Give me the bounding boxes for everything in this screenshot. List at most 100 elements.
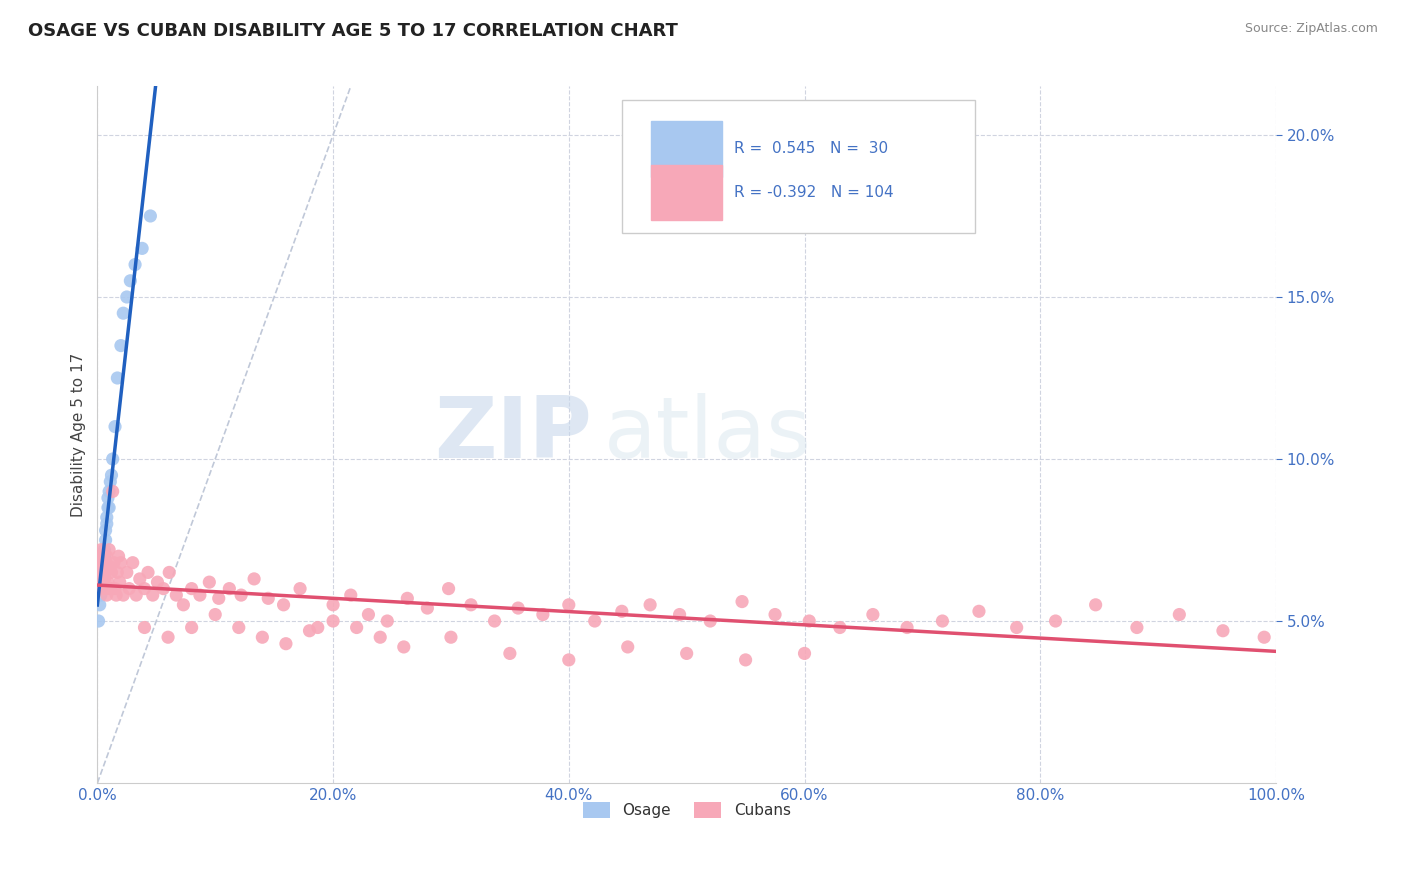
Point	[91, 558, 114, 573]
Point	[558, 653, 581, 667]
Point	[668, 607, 690, 622]
Point	[142, 588, 165, 602]
Point	[799, 614, 821, 628]
Point	[157, 630, 180, 644]
Point	[94, 523, 117, 537]
Point	[508, 601, 530, 615]
Point	[97, 491, 120, 505]
Point	[392, 640, 415, 654]
Point	[273, 598, 295, 612]
Point	[110, 556, 132, 570]
Point	[89, 549, 111, 564]
Point	[1126, 620, 1149, 634]
Point	[105, 371, 128, 385]
Point	[96, 588, 118, 602]
Point	[94, 582, 117, 596]
Point	[583, 614, 606, 628]
FancyBboxPatch shape	[621, 100, 976, 233]
Point	[108, 575, 131, 590]
Point	[96, 549, 118, 564]
Point	[180, 620, 202, 634]
Point	[346, 620, 368, 634]
Point	[198, 575, 221, 590]
Point	[90, 542, 112, 557]
Point	[98, 582, 121, 596]
Point	[638, 598, 661, 612]
Point	[165, 588, 187, 602]
Point	[120, 274, 142, 288]
Point	[368, 630, 391, 644]
Point	[91, 566, 114, 580]
FancyBboxPatch shape	[651, 120, 723, 177]
Point	[94, 566, 117, 580]
Point	[91, 575, 114, 590]
Point	[357, 607, 380, 622]
Point	[90, 582, 112, 596]
Point	[204, 607, 226, 622]
Point	[375, 614, 398, 628]
Point	[136, 566, 159, 580]
Point	[731, 594, 754, 608]
Point	[131, 241, 153, 255]
Point	[93, 549, 115, 564]
Point	[107, 549, 129, 564]
Point	[1168, 607, 1191, 622]
Text: R = -0.392   N = 104: R = -0.392 N = 104	[734, 185, 893, 200]
Point	[188, 588, 211, 602]
Point	[218, 582, 240, 596]
Point	[967, 604, 990, 618]
Point	[91, 566, 114, 580]
Point	[98, 500, 121, 515]
Point	[105, 566, 128, 580]
Point	[118, 582, 141, 596]
Point	[104, 582, 127, 596]
Text: Source: ZipAtlas.com: Source: ZipAtlas.com	[1244, 22, 1378, 36]
Point	[89, 566, 111, 580]
Point	[104, 419, 127, 434]
Point	[124, 258, 146, 272]
Point	[172, 598, 194, 612]
Point	[1084, 598, 1107, 612]
Point	[1045, 614, 1067, 628]
Point	[115, 290, 138, 304]
Point	[90, 572, 112, 586]
Point	[252, 630, 274, 644]
Point	[828, 620, 851, 634]
Point	[112, 588, 135, 602]
Point	[100, 566, 122, 580]
Point	[460, 598, 482, 612]
Point	[97, 500, 120, 515]
Point	[616, 640, 638, 654]
Point	[97, 575, 120, 590]
Point	[93, 556, 115, 570]
Point	[1005, 620, 1028, 634]
Point	[96, 516, 118, 531]
Point	[91, 582, 114, 596]
Text: ZIP: ZIP	[434, 393, 592, 476]
Point	[763, 607, 786, 622]
Point	[101, 484, 124, 499]
Point	[416, 601, 439, 615]
Point	[96, 510, 118, 524]
Point	[112, 306, 135, 320]
Point	[228, 620, 250, 634]
Point	[125, 588, 148, 602]
Point	[98, 475, 121, 489]
Point	[94, 533, 117, 547]
Point	[675, 647, 697, 661]
Point	[307, 620, 329, 634]
Point	[896, 620, 918, 634]
Point	[484, 614, 506, 628]
Point	[91, 566, 114, 580]
Point	[146, 575, 169, 590]
Point	[98, 558, 121, 573]
Point	[180, 582, 202, 596]
Point	[105, 588, 128, 602]
Point	[231, 588, 253, 602]
Point	[437, 582, 460, 596]
Point	[90, 588, 112, 602]
Point	[134, 620, 156, 634]
Point	[931, 614, 953, 628]
Point	[128, 572, 150, 586]
Point	[793, 647, 815, 661]
